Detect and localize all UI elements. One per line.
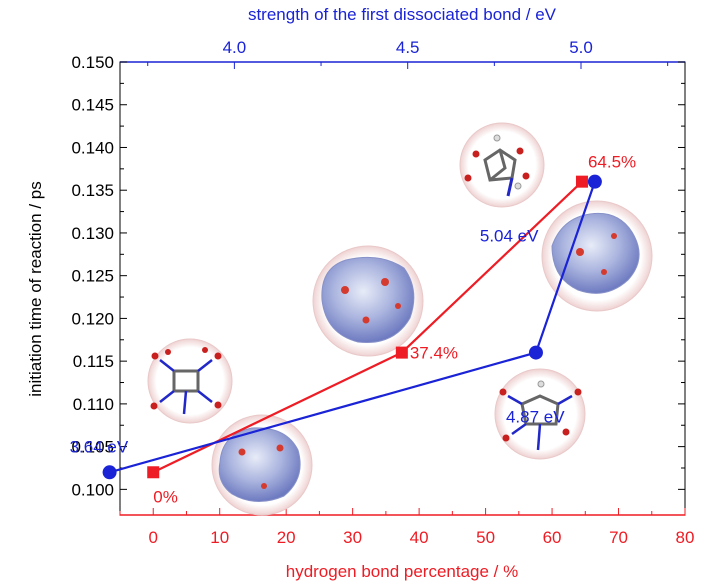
- y-tick-label: 0.130: [71, 224, 114, 243]
- x-tick-label: 20: [277, 528, 296, 547]
- data-label: 37.4%: [410, 344, 458, 363]
- x-tick-label: 40: [410, 528, 429, 547]
- molecule-inset-top-right-surface: [541, 200, 653, 312]
- molecule-inset-left: [147, 338, 233, 424]
- bottom-axis-title: hydrogen bond percentage / %: [286, 562, 519, 581]
- data-label: 3.64 eV: [70, 437, 129, 456]
- data-label: 5.04 eV: [480, 227, 539, 246]
- data-label: 64.5%: [588, 153, 636, 172]
- x2-tick-label: 5.0: [569, 38, 593, 57]
- y-tick-label: 0.115: [73, 352, 114, 371]
- data-point-circle: [587, 174, 602, 189]
- x-tick-label: 60: [543, 528, 562, 547]
- y-tick-label: 0.110: [73, 395, 114, 414]
- y-tick-label: 0.125: [71, 267, 114, 286]
- x-tick-label: 80: [676, 528, 695, 547]
- y-tick-label: 0.100: [71, 480, 114, 499]
- data-point-square: [575, 175, 588, 188]
- left-axis-title: initiation time of reaction / ps: [26, 181, 45, 396]
- x-tick-label: 70: [609, 528, 628, 547]
- data-label: 0%: [153, 487, 178, 506]
- molecule-inset-top-right: [459, 122, 545, 208]
- y-tick-label: 0.105: [71, 438, 114, 457]
- x-tick-label: 30: [343, 528, 362, 547]
- molecule-inset-right: [494, 368, 586, 460]
- y-tick-label: 0.145: [71, 96, 114, 115]
- y-tick-label: 0.120: [71, 309, 114, 328]
- molecule-inset-center-surface: [312, 245, 424, 357]
- data-point-circle: [102, 465, 117, 480]
- data-label: 4.87 eV: [506, 408, 565, 427]
- y-tick-label: 0.135: [71, 181, 114, 200]
- data-point-circle: [528, 345, 543, 360]
- x-tick-label: 50: [476, 528, 495, 547]
- top-axis-title: strength of the first dissociated bond /…: [248, 5, 557, 24]
- x2-tick-label: 4.5: [396, 38, 420, 57]
- y-tick-label: 0.150: [71, 53, 114, 72]
- y-tick-label: 0.140: [71, 138, 114, 157]
- x-tick-label: 10: [210, 528, 229, 547]
- x2-tick-label: 4.0: [223, 38, 247, 57]
- data-point-square: [147, 466, 160, 479]
- x-tick-label: 0: [149, 528, 158, 547]
- data-point-square: [395, 346, 408, 359]
- molecule-inset-bottom-surface: [211, 414, 313, 516]
